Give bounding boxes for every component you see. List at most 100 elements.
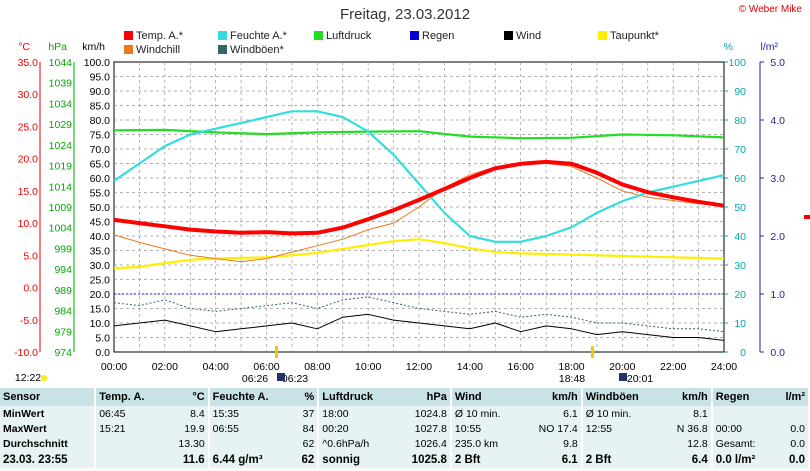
stats-table: Sensor Temp. A. °C Feuchte A.% Luftdruck hPa W… — [0, 388, 810, 468]
table-cell: 0.0 — [773, 436, 810, 453]
table-row: Durchschnitt 13.30 62 ^0.6hPa/h 1026.4 235.0 … — [0, 436, 810, 453]
table-cell: 0.0 — [773, 452, 810, 468]
axis-tick-label: 35.0 — [18, 57, 39, 69]
table-cell: 1027.8 — [394, 421, 452, 437]
x-tick-label: 06:00 — [253, 361, 279, 373]
axis-tick-label: 20 — [734, 289, 746, 301]
series-line — [113, 110, 725, 243]
x-tick-label: 08:00 — [304, 361, 330, 373]
table-row: MaxWert 15:21 19.9 06:55 84 00:20 1027.8 10:55 N… — [0, 421, 810, 437]
axis-tick-label: 15.0 — [90, 304, 111, 316]
header-cell: °C — [164, 388, 210, 406]
table-cell — [95, 452, 164, 467]
header-cell: Wind — [450, 388, 521, 406]
axis-tick-label: 65.0 — [90, 159, 111, 171]
table-cell: 00:20 — [322, 423, 349, 436]
header-cell: Luftdruck — [318, 388, 395, 406]
x-tick-label: 24:00 — [711, 361, 737, 373]
axis-tick-label: 20.0 — [90, 289, 111, 301]
table-cell: 1025.8 — [394, 452, 452, 468]
sunrise-time: 06:26 — [242, 373, 268, 385]
table-cell: 1026.4 — [394, 436, 452, 453]
axis-tick-label: 60.0 — [90, 173, 111, 185]
axis-tick-label: 80 — [734, 115, 746, 127]
copyright-text: © Weber Mike — [738, 4, 802, 15]
table-cell: 8.4 — [164, 406, 210, 422]
sunrise-marker — [275, 346, 278, 358]
series-line — [113, 162, 725, 263]
axis-tick-label: 5.0 — [95, 333, 110, 345]
series-line — [113, 313, 725, 341]
table-cell: 2 Bft — [454, 453, 481, 466]
table-cell: 06:55 — [212, 423, 239, 436]
wind-unit: km/h — [82, 41, 105, 53]
table-cell: 8.1 — [661, 406, 713, 422]
x-tick-label: 20:00 — [609, 361, 635, 373]
series-line — [113, 159, 725, 236]
table-cell: 19.9 — [164, 421, 210, 437]
chart-title: Freitag, 23.03.2012 — [339, 6, 471, 23]
header-cell: km/h — [661, 388, 713, 406]
legend-swatch — [410, 31, 419, 40]
humidity-unit: % — [724, 41, 733, 53]
axis-tick-label: 85.0 — [90, 101, 111, 113]
table-cell: MaxWert — [0, 421, 97, 437]
axis-tick-label: 90 — [734, 86, 746, 98]
header-cell: % — [292, 388, 320, 406]
legend-label: Luftdruck — [326, 30, 372, 42]
x-tick-label: 02:00 — [152, 361, 178, 373]
table-row: MinWert 06:45 8.4 15:35 37 18:00 1024.8 Ø 10 mi… — [0, 406, 810, 422]
axis-tick-label: 1044 — [49, 57, 73, 69]
legend-label: Temp. A.* — [136, 30, 184, 42]
axis-tick-label: 40 — [734, 231, 746, 243]
legend-swatch — [598, 31, 607, 40]
moon-icon — [277, 373, 285, 381]
axis-tick-label: 1004 — [49, 223, 73, 235]
legend-label: Regen — [422, 30, 455, 42]
legend-swatch — [124, 31, 133, 40]
table-cell: NO 17.4 — [520, 421, 583, 437]
table-cell: 23.03. 23:55 — [0, 452, 97, 468]
table-cell: 12.8 — [661, 436, 713, 453]
table-cell — [95, 437, 164, 452]
table-cell: 1024.8 — [394, 406, 452, 422]
table-cell: MinWert — [0, 406, 97, 422]
series-line — [113, 296, 725, 333]
table-cell: 6.1 — [520, 452, 583, 468]
table-cell: 0.0 l/m² — [715, 453, 756, 466]
axis-tick-label: 3.0 — [770, 173, 785, 185]
axis-tick-label: 1024 — [49, 140, 73, 152]
legend-swatch — [218, 31, 227, 40]
axis-tick-label: 70.0 — [90, 144, 111, 156]
axis-tick-label: 10 — [734, 318, 746, 330]
header-cell: l/m² — [773, 388, 810, 406]
header-cell: Windböen — [581, 388, 662, 406]
axis-tick-label: 80.0 — [90, 115, 111, 127]
axis-tick-label: 1039 — [49, 78, 73, 90]
moonrise-time: 20:01 — [627, 373, 653, 385]
axis-tick-label: -10.0 — [14, 347, 38, 359]
table-cell: Gesamt: — [715, 438, 756, 451]
table-cell: Ø 10 min. — [585, 407, 632, 420]
legend-swatch — [218, 45, 227, 54]
legend-item: Regen — [410, 30, 454, 42]
series-line — [113, 128, 725, 140]
axis-tick-label: 979 — [54, 326, 72, 338]
axis-tick-label: 60 — [734, 173, 746, 185]
axis-tick-label: 50.0 — [90, 202, 111, 214]
table-cell: 11.6 — [164, 452, 210, 468]
x-tick-label: 04:00 — [203, 361, 229, 373]
axis-tick-label: 25.0 — [90, 275, 111, 287]
legend-swatch — [124, 45, 133, 54]
table-cell: 62 — [292, 436, 320, 453]
axis-tick-label: 100 — [728, 57, 746, 69]
axis-tick-label: 0 — [740, 347, 746, 359]
legend-item: Temp. A.* — [124, 30, 183, 42]
header-cell: Feuchte A. — [208, 388, 293, 406]
legend-item: Taupunkt* — [598, 30, 659, 42]
axis-tick-label: 1029 — [49, 119, 73, 131]
axis-tick-label: 90.0 — [90, 86, 111, 98]
legend-item: Feuchte A.* — [218, 30, 287, 42]
axis-tick-label: 20.0 — [18, 154, 39, 166]
axis-tick-label: 50 — [734, 202, 746, 214]
